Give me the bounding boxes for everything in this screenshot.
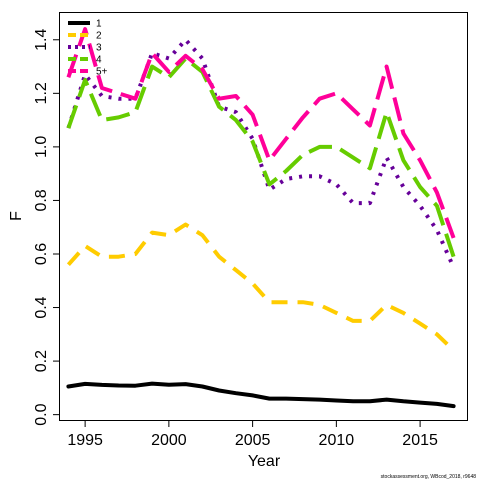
y-tick-label: 0.2 bbox=[33, 350, 50, 372]
y-axis-title: F bbox=[8, 211, 25, 221]
series-line-1 bbox=[66, 381, 456, 409]
y-tick-label: 0.6 bbox=[33, 243, 50, 265]
legend-label: 1 bbox=[96, 19, 102, 30]
plot-frame bbox=[59, 12, 468, 421]
series-line-5plus bbox=[66, 27, 456, 239]
y-tick-label: 0.4 bbox=[33, 296, 50, 318]
legend-label: 5+ bbox=[96, 67, 108, 78]
x-axis-title: Year bbox=[248, 453, 281, 470]
legend-label: 3 bbox=[96, 43, 102, 54]
legend-label: 2 bbox=[96, 31, 102, 42]
y-axis: 0.0 0.2 0.4 0.6 0.8 1.0 1.2 1.4 bbox=[33, 29, 60, 426]
y-tick-label: 0.8 bbox=[33, 189, 50, 211]
x-axis: 1995 2000 2005 2010 2015 bbox=[67, 420, 438, 449]
y-tick-label: 0.0 bbox=[33, 403, 50, 425]
x-tick-label: 2000 bbox=[151, 432, 187, 449]
footer-note: stockassessment.org, WBcod_2018, r9648 bbox=[381, 474, 477, 480]
x-tick-label: 2015 bbox=[402, 432, 438, 449]
y-tick-label: 1.0 bbox=[33, 136, 50, 158]
series-layer bbox=[66, 27, 456, 409]
series-line-2 bbox=[66, 222, 455, 352]
series-line-3 bbox=[66, 37, 456, 269]
x-tick-label: 1995 bbox=[67, 432, 103, 449]
x-tick-label: 2005 bbox=[235, 432, 271, 449]
y-tick-label: 1.4 bbox=[33, 29, 50, 51]
legend-label: 4 bbox=[96, 55, 102, 66]
x-tick-label: 2010 bbox=[319, 432, 355, 449]
series-line-4 bbox=[66, 56, 456, 258]
y-tick-label: 1.2 bbox=[33, 82, 50, 104]
